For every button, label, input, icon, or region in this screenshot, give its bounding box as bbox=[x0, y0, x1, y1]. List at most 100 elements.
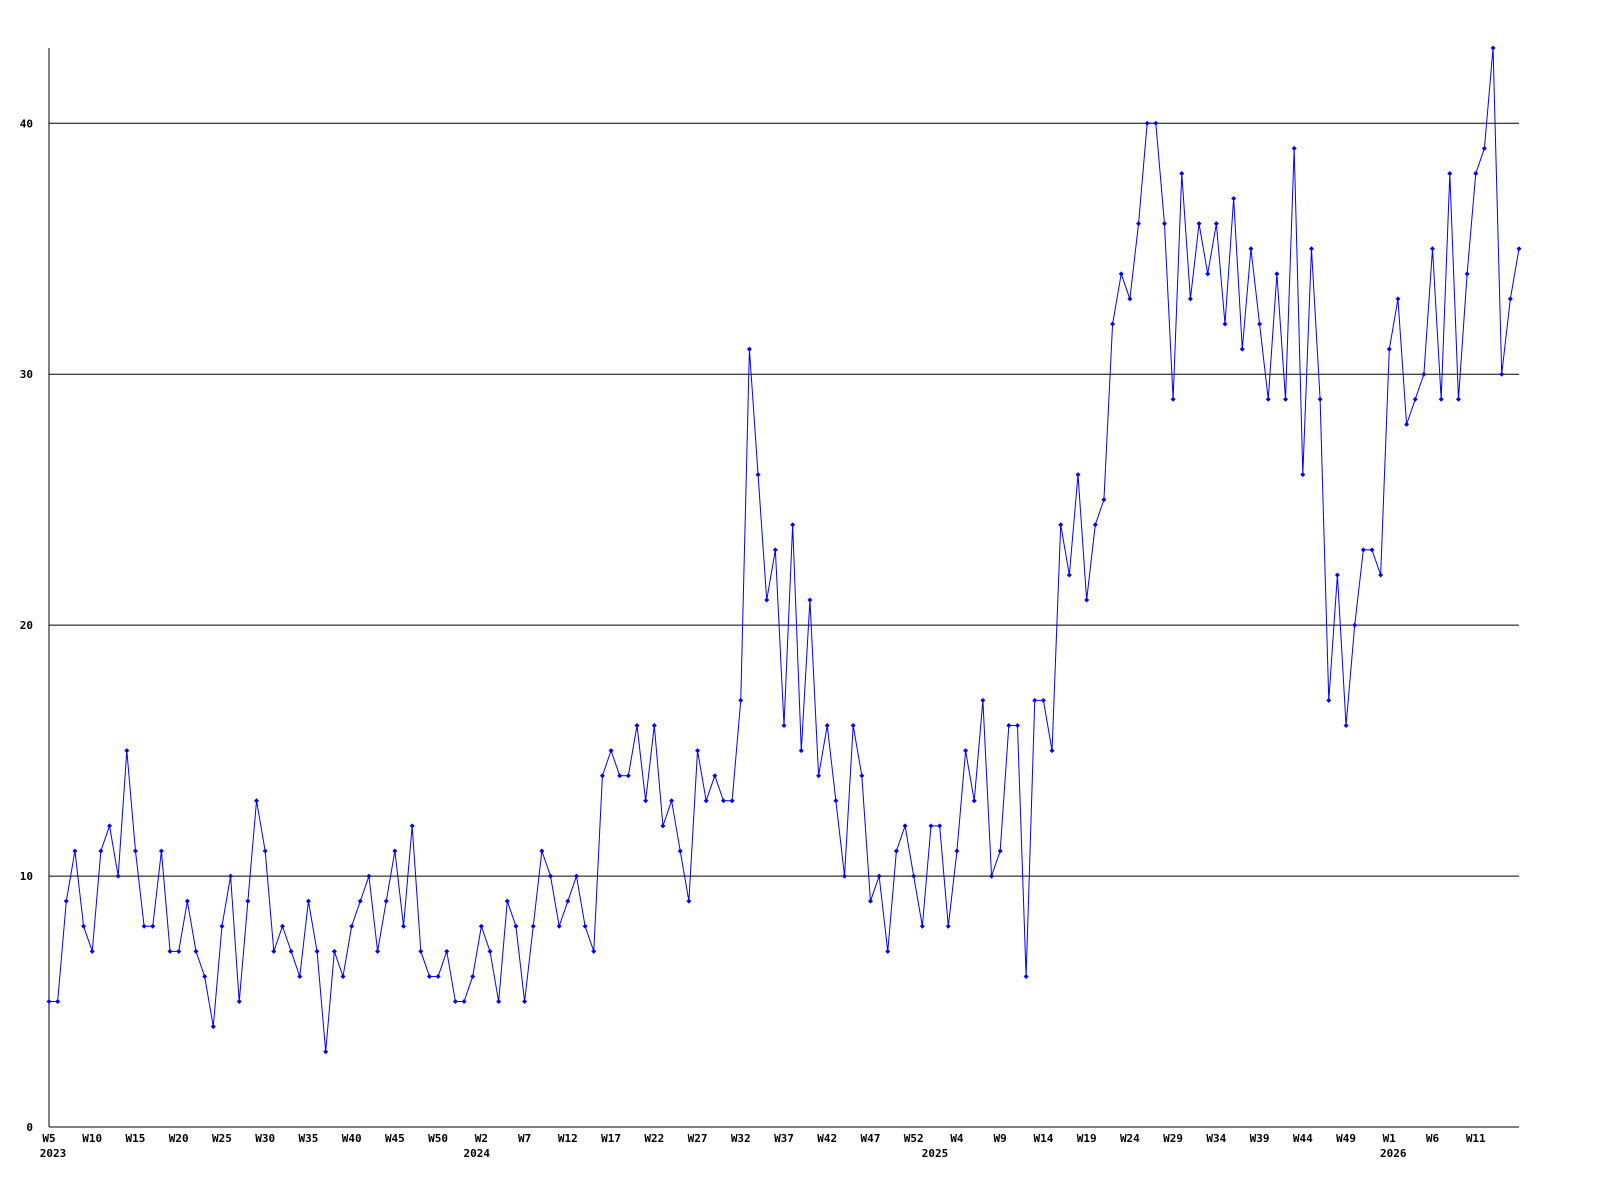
marker bbox=[798, 748, 804, 754]
marker bbox=[1231, 196, 1237, 202]
marker bbox=[643, 798, 649, 804]
marker bbox=[548, 873, 554, 879]
marker bbox=[867, 898, 873, 904]
marker bbox=[176, 948, 182, 954]
marker bbox=[1291, 145, 1297, 151]
marker bbox=[1213, 221, 1219, 227]
x-tick-label: W30 bbox=[255, 1132, 275, 1145]
line bbox=[49, 47, 1520, 1052]
x-tick-label: W49 bbox=[1336, 1132, 1356, 1145]
marker bbox=[1222, 321, 1228, 327]
marker bbox=[271, 948, 277, 954]
marker bbox=[314, 948, 320, 954]
marker bbox=[1499, 371, 1505, 377]
marker bbox=[695, 748, 701, 754]
marker bbox=[1257, 321, 1263, 327]
marker bbox=[504, 898, 510, 904]
marker bbox=[997, 848, 1003, 854]
marker bbox=[720, 798, 726, 804]
marker bbox=[859, 773, 865, 779]
marker bbox=[478, 923, 484, 929]
marker bbox=[150, 923, 156, 929]
marker bbox=[660, 823, 666, 829]
marker bbox=[383, 898, 389, 904]
marker bbox=[1023, 973, 1029, 979]
marker bbox=[669, 798, 675, 804]
marker bbox=[1058, 522, 1064, 528]
marker bbox=[63, 898, 69, 904]
marker bbox=[842, 873, 848, 879]
x-tick-label: W27 bbox=[688, 1132, 708, 1145]
marker bbox=[565, 898, 571, 904]
marker bbox=[617, 773, 623, 779]
marker bbox=[107, 823, 113, 829]
marker bbox=[245, 898, 251, 904]
x-tick-label: W9 bbox=[994, 1132, 1007, 1145]
marker bbox=[1161, 221, 1167, 227]
marker bbox=[807, 597, 813, 603]
marker bbox=[989, 873, 995, 879]
marker bbox=[89, 948, 95, 954]
marker bbox=[1430, 246, 1436, 252]
marker bbox=[461, 999, 467, 1005]
x-tick-label: W39 bbox=[1250, 1132, 1270, 1145]
x-tick-label: W4 bbox=[950, 1132, 964, 1145]
x-tick-label: W7 bbox=[518, 1132, 531, 1145]
year-label: 2024 bbox=[463, 1147, 490, 1160]
x-tick-label: W37 bbox=[774, 1132, 794, 1145]
marker bbox=[1187, 296, 1193, 302]
marker bbox=[124, 748, 130, 754]
marker bbox=[651, 723, 657, 729]
marker bbox=[1179, 170, 1185, 176]
marker bbox=[375, 948, 381, 954]
marker bbox=[1507, 296, 1513, 302]
marker bbox=[625, 773, 631, 779]
marker bbox=[254, 798, 260, 804]
marker bbox=[902, 823, 908, 829]
marker bbox=[297, 973, 303, 979]
marker bbox=[816, 773, 822, 779]
marker bbox=[210, 1024, 216, 1030]
marker bbox=[876, 873, 882, 879]
marker bbox=[1395, 296, 1401, 302]
marker bbox=[1473, 170, 1479, 176]
marker bbox=[401, 923, 407, 929]
x-tick-label: W34 bbox=[1206, 1132, 1226, 1145]
marker bbox=[1283, 396, 1289, 402]
marker bbox=[522, 999, 528, 1005]
marker bbox=[1006, 723, 1012, 729]
marker bbox=[790, 522, 796, 528]
marker bbox=[46, 999, 52, 1005]
marker bbox=[755, 472, 761, 478]
marker bbox=[98, 848, 104, 854]
marker bbox=[1205, 271, 1211, 277]
marker bbox=[712, 773, 718, 779]
x-tick-label: W11 bbox=[1466, 1132, 1486, 1145]
marker bbox=[349, 923, 355, 929]
x-tick-label: W50 bbox=[428, 1132, 448, 1145]
marker bbox=[738, 697, 744, 703]
marker bbox=[954, 848, 960, 854]
marker bbox=[184, 898, 190, 904]
year-label: 2025 bbox=[922, 1147, 949, 1160]
marker bbox=[1317, 396, 1323, 402]
marker bbox=[1447, 170, 1453, 176]
marker bbox=[937, 823, 943, 829]
marker bbox=[409, 823, 415, 829]
marker bbox=[1032, 697, 1038, 703]
marker bbox=[824, 723, 830, 729]
marker bbox=[1386, 346, 1392, 352]
x-tick-label: W14 bbox=[1033, 1132, 1053, 1145]
marker bbox=[1274, 271, 1280, 277]
marker bbox=[1118, 271, 1124, 277]
x-tick-label: W12 bbox=[558, 1132, 578, 1145]
x-tick-label: W25 bbox=[212, 1132, 232, 1145]
x-tick-label: W17 bbox=[601, 1132, 621, 1145]
marker bbox=[1438, 396, 1444, 402]
marker bbox=[1490, 45, 1496, 51]
marker bbox=[487, 948, 493, 954]
marker bbox=[1066, 572, 1072, 578]
marker bbox=[1481, 145, 1487, 151]
